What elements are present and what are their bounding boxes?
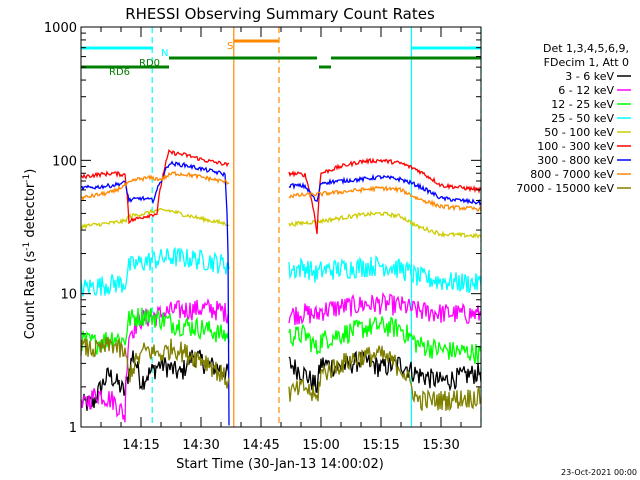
legend-label-8: 7000 - 15000 keV: [516, 182, 614, 195]
legend-label-0: 3 - 6 keV: [565, 70, 614, 83]
legend: Det 1,3,4,5,6,9, FDecim 1, Att 0 3 - 6 k…: [516, 42, 631, 195]
series-line-4: [80, 207, 482, 239]
y-tick-label-0: 1: [69, 421, 77, 436]
x-tick-label-2: 14:45: [242, 438, 279, 453]
series-line-3: [80, 246, 482, 297]
legend-label-4: 50 - 100 keV: [544, 126, 614, 139]
series-line-5: [80, 149, 482, 235]
series-line-6: [80, 160, 482, 426]
legend-label-6: 300 - 800 keV: [537, 154, 614, 167]
footer-date: 23-Oct-2021 00:00: [561, 468, 637, 477]
series-line-2: [80, 307, 482, 364]
legend-label-7: 800 - 7000 keV: [530, 168, 614, 181]
legend-label-5: 100 - 300 keV: [537, 140, 614, 153]
legend-header-line-2: FDecim 1, Att 0: [544, 56, 629, 69]
legend-label-1: 6 - 12 keV: [558, 84, 614, 97]
series-lines: [80, 149, 482, 426]
legend-label-3: 25 - 50 keV: [551, 112, 614, 125]
y-axis-label: Count Rate (s-1 detector-1): [22, 169, 38, 340]
x-tick-label-0: 14:15: [122, 438, 159, 453]
flag-label-2: RD6: [109, 67, 130, 78]
x-tick-label-5: 15:30: [422, 438, 459, 453]
legend-label-2: 12 - 25 keV: [551, 98, 614, 111]
flag-label-0: N: [161, 48, 168, 59]
x-tick-label-1: 14:30: [182, 438, 219, 453]
series-line-0: [80, 349, 482, 411]
legend-header-line-1: Det 1,3,4,5,6,9,: [543, 42, 629, 55]
series-line-1: [80, 291, 482, 423]
chart-title: RHESSI Observing Summary Count Rates: [125, 5, 435, 23]
series-line-8: [80, 336, 482, 412]
flag-label-1: RD0: [139, 58, 160, 69]
y-tick-label-2: 100: [52, 154, 77, 169]
flag-label-3: S: [227, 41, 233, 52]
x-tick-label-3: 15:00: [302, 438, 339, 453]
y-tick-label-3: 1000: [44, 21, 77, 36]
x-tick-label-4: 15:15: [362, 438, 399, 453]
x-axis-label: Start Time (30-Jan-13 14:00:02): [176, 457, 384, 472]
series-line-7: [80, 170, 482, 213]
axes: 14:15 14:30 14:45 15:00 15:15 15:30 1 10 100 1000: [44, 21, 482, 453]
y-tick-label-1: 10: [60, 288, 77, 303]
